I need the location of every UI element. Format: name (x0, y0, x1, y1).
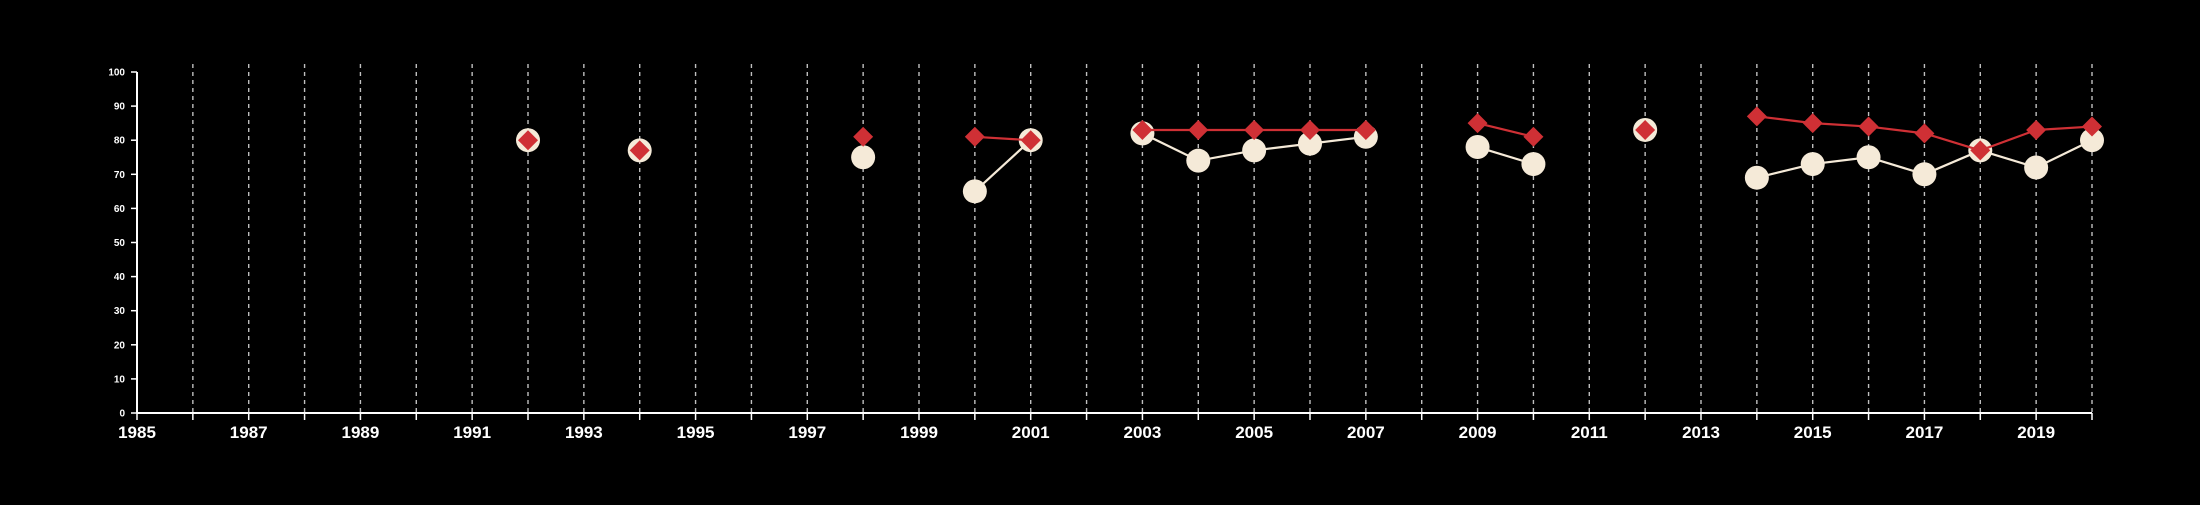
axes: 1985 1987 1989 1991 1993 1995 1997 1999 2001 2003… (108, 68, 2093, 442)
data-point-diamond (518, 130, 538, 151)
data-point-diamond (629, 140, 650, 161)
x-tick-label: 2019 (2017, 423, 2055, 442)
data-point-diamond (1467, 113, 1488, 134)
y-tick-label: 10 (114, 374, 126, 385)
data-point-circle (1856, 145, 1881, 170)
data-point-diamond (1523, 126, 1544, 147)
data-point-circle (1800, 152, 1825, 177)
data-point-diamond (1244, 119, 1265, 140)
data-point-diamond (1858, 116, 1879, 137)
data-point-circle (1744, 165, 1769, 190)
data-point-circle (962, 179, 987, 204)
y-tick-label: 40 (114, 272, 126, 283)
x-tick-label: 1989 (342, 423, 380, 442)
x-tick-label: 2017 (1906, 423, 1944, 442)
data-point-diamond (1970, 140, 1991, 161)
data-point-diamond (1355, 119, 1376, 140)
data-point-diamond (1020, 130, 1041, 151)
series-line (974, 139, 1032, 193)
data-point-diamond (1132, 119, 1153, 140)
x-tick-label: 1999 (900, 423, 938, 442)
x-tick-label: 1993 (565, 423, 603, 442)
data-point-diamond (1635, 119, 1656, 140)
x-tick-label: 2011 (1571, 423, 1608, 442)
data-point-diamond (853, 126, 874, 147)
data-point-circle (1521, 152, 1546, 177)
y-tick-label: 30 (114, 306, 126, 317)
series-diamond (518, 106, 2102, 161)
x-tick-label: 1997 (788, 423, 826, 442)
y-tick-label: 90 (114, 102, 126, 113)
data-point-diamond (2026, 119, 2047, 140)
y-tick-label: 100 (108, 68, 125, 79)
data-point-circle (1186, 148, 1211, 173)
data-point-circle (851, 145, 876, 170)
data-point-diamond (1746, 106, 1767, 127)
x-tick-label: 1987 (230, 423, 268, 442)
data-point-circle (2080, 128, 2104, 153)
y-tick-label: 70 (114, 170, 126, 181)
data-point-circle (1298, 131, 1322, 156)
y-tick-label: 50 (114, 238, 126, 249)
series-layer (516, 106, 2104, 204)
y-tick-label: 80 (114, 136, 126, 147)
data-point-diamond (2082, 116, 2102, 137)
x-tick-label: 2005 (1235, 423, 1273, 442)
y-tick-label: 60 (114, 204, 126, 215)
x-tick-label: 2013 (1682, 423, 1720, 442)
data-point-circle (1242, 138, 1267, 163)
data-point-diamond (1802, 113, 1823, 134)
data-point-circle (2024, 155, 2049, 180)
x-tick-label: 2003 (1124, 423, 1162, 442)
x-tick-label: 2001 (1012, 423, 1050, 442)
data-point-circle (1912, 162, 1937, 187)
x-tick-label: 2009 (1459, 423, 1497, 442)
data-point-diamond (964, 126, 985, 147)
grid-lines (192, 64, 2093, 413)
x-tick-label: 2015 (1794, 423, 1832, 442)
x-tick-label: 1985 (118, 423, 156, 442)
data-point-diamond (1188, 119, 1209, 140)
x-tick-label: 2007 (1347, 423, 1385, 442)
y-tick-label: 20 (114, 340, 126, 351)
data-point-circle (1465, 135, 1490, 160)
x-tick-label: 1995 (677, 423, 715, 442)
data-point-diamond (1914, 123, 1935, 144)
x-tick-label: 1991 (453, 423, 491, 442)
y-tick-label: 0 (119, 409, 125, 420)
data-point-diamond (1300, 119, 1320, 140)
series-line (1477, 122, 1534, 138)
